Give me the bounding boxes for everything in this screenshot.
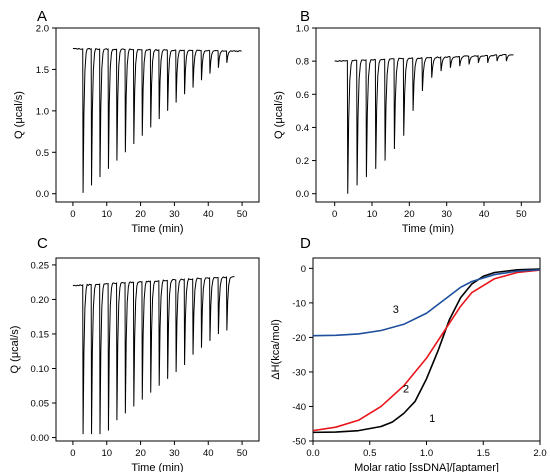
x-tick-label: 40 <box>203 448 214 459</box>
plot-frame <box>312 257 541 442</box>
x-tick-label: 50 <box>237 448 248 459</box>
plot-frame <box>315 27 541 203</box>
panel-label: C <box>37 235 48 252</box>
x-tick-label: 30 <box>169 209 180 220</box>
y-tick-label: -10 <box>292 298 306 309</box>
x-tick-label: 30 <box>169 448 180 459</box>
x-axis-label: Time (min) <box>402 223 454 235</box>
x-axis-label: Molar ratio [ssDNA]/[aptamer] <box>354 462 499 472</box>
y-tick-label: 0.00 <box>31 433 50 444</box>
y-tick-label: 0.5 <box>36 148 49 159</box>
x-tick-label: 0.0 <box>306 448 319 459</box>
y-tick-label: 0.2 <box>296 156 309 167</box>
thermogram-trace <box>72 47 242 193</box>
y-tick-label: -40 <box>292 402 306 413</box>
plot-frame <box>55 257 260 442</box>
x-tick-label: 10 <box>101 448 112 459</box>
y-tick-label: 0.6 <box>296 90 309 101</box>
thermogram-trace <box>334 53 514 194</box>
y-tick-label: 0.15 <box>31 329 50 340</box>
x-tick-label: 0.5 <box>363 448 376 459</box>
x-tick-label: 20 <box>135 448 146 459</box>
y-tick-label: -30 <box>292 367 306 378</box>
y-tick-label: 2.0 <box>36 24 49 35</box>
x-axis-label: Time (min) <box>131 223 183 235</box>
x-tick-label: 0 <box>70 209 75 220</box>
y-tick-label: 1.0 <box>36 106 49 117</box>
y-tick-label: 0.0 <box>36 189 49 200</box>
x-tick-label: 30 <box>441 209 452 220</box>
y-tick-label: 0.0 <box>296 189 309 200</box>
panel-a: A 0 10 20 30 40 50 0.0 0.5 1.0 1.5 2.0 Time (min) Q (… <box>13 8 260 235</box>
panel-c: C 0 10 20 30 40 50 0.00 0.05 0.10 0.15 0.20 0.25 Time… <box>9 235 260 472</box>
panel-label: A <box>37 8 47 25</box>
y-tick-label: 1.0 <box>296 24 309 35</box>
y-tick-label: -50 <box>292 437 306 448</box>
x-tick-label: 0 <box>332 209 337 220</box>
curve-label-2: 2 <box>403 384 409 396</box>
y-tick-label: 1.5 <box>36 65 49 76</box>
y-tick-label: 0.05 <box>31 399 50 410</box>
x-tick-label: 50 <box>237 209 248 220</box>
series-line-1 <box>312 268 541 434</box>
y-tick-label: 0.25 <box>31 260 50 271</box>
y-tick-label: 0 <box>301 264 306 275</box>
x-tick-label: 50 <box>516 209 527 220</box>
x-tick-label: 20 <box>135 209 146 220</box>
panel-label: D <box>300 235 311 252</box>
x-axis-label: Time (min) <box>131 462 183 472</box>
x-tick-label: 1.0 <box>420 448 433 459</box>
y-axis-label: ΔH(kca/mol) <box>270 319 282 380</box>
y-tick-label: 0.8 <box>296 57 309 68</box>
y-tick-label: 0.10 <box>31 364 50 375</box>
thermogram-trace <box>72 276 235 435</box>
x-tick-label: 0 <box>70 448 75 459</box>
curve-label-1: 1 <box>429 413 435 425</box>
x-tick-label: 40 <box>203 209 214 220</box>
series-line-3 <box>312 268 541 337</box>
x-tick-label: 1.5 <box>477 448 490 459</box>
x-tick-label: 40 <box>479 209 490 220</box>
x-tick-label: 10 <box>367 209 378 220</box>
y-axis-label: Q (μcal/s) <box>273 91 285 139</box>
y-tick-label: 0.20 <box>31 295 50 306</box>
x-tick-label: 20 <box>404 209 415 220</box>
y-tick-label: -20 <box>292 333 306 344</box>
panel-b: B 0 10 20 30 40 50 0.0 0.2 0.4 0.6 0.8 1.0 Time (min)… <box>273 8 541 235</box>
panel-label: B <box>300 8 310 25</box>
y-tick-label: 0.4 <box>296 123 309 134</box>
y-axis-label: Q (μcal/s) <box>13 91 25 139</box>
plot-frame <box>55 27 260 203</box>
x-tick-label: 10 <box>101 209 112 220</box>
curve-label-3: 3 <box>393 304 399 316</box>
y-axis-label: Q (μcal/s) <box>9 326 21 374</box>
panel-d: D 0.0 0.5 1.0 1.5 2.0 -50 -40 -30 -20 -10 0 Molar ra… <box>270 235 547 472</box>
x-tick-label: 2.0 <box>533 448 546 459</box>
series-line-2 <box>312 269 541 432</box>
